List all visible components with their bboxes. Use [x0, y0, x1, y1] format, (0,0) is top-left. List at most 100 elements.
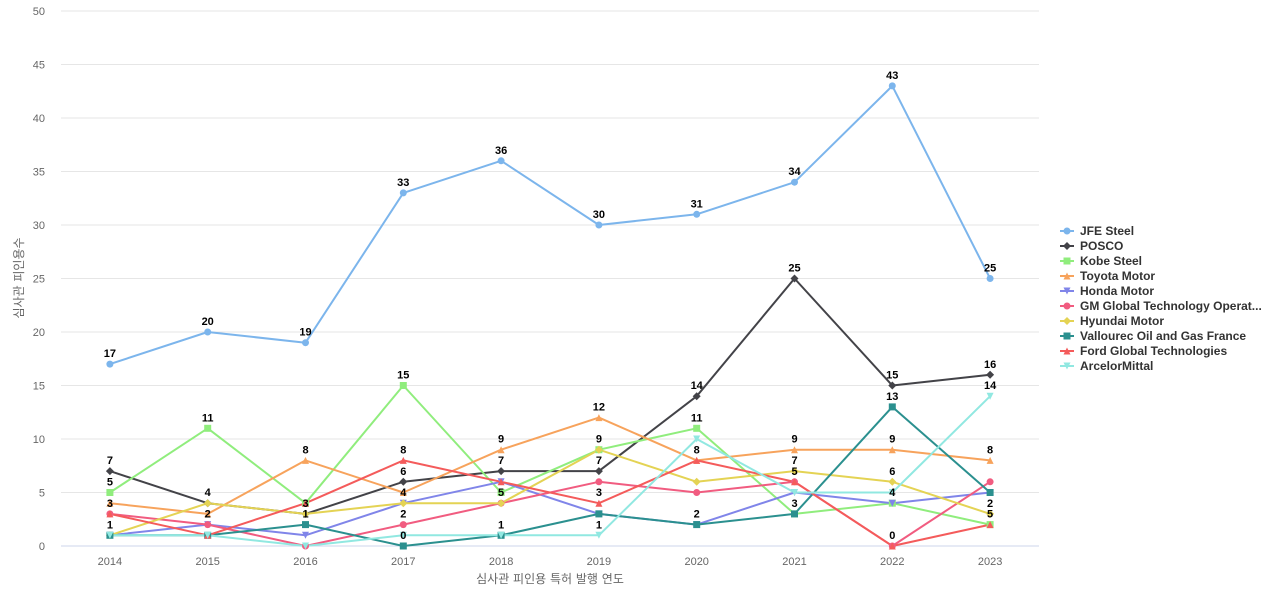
- data-label: 8: [400, 444, 406, 456]
- data-label: 5: [107, 477, 113, 489]
- legend-label: GM Global Technology Operat...: [1080, 299, 1262, 313]
- data-label: 14: [984, 380, 997, 392]
- data-label: 5: [987, 509, 993, 521]
- data-point-honda-motor: [888, 499, 896, 507]
- data-label: 0: [400, 530, 406, 542]
- x-tick-label: 2020: [684, 556, 708, 568]
- data-point-hyundai-motor: [497, 499, 506, 508]
- legend-label: ArcelorMittal: [1080, 359, 1153, 373]
- data-point-posco: [399, 477, 408, 486]
- data-label: 33: [397, 177, 409, 189]
- legend-item-vallourec-oil-and-gas-france[interactable]: Vallourec Oil and Gas France: [1060, 329, 1246, 343]
- data-label: 25: [788, 263, 800, 275]
- data-point-kobe-steel: [106, 489, 114, 496]
- legend-marker: [1063, 227, 1071, 235]
- data-point-toyota-motor: [399, 489, 407, 496]
- data-point-gm-global-technology-operat: [204, 521, 212, 529]
- data-point-toyota-motor: [106, 499, 114, 507]
- x-tick-label: 2014: [98, 556, 122, 568]
- data-label: 11: [691, 412, 703, 424]
- data-point-jfe-steel: [204, 328, 212, 336]
- data-label: 2: [987, 498, 993, 510]
- data-point-gm-global-technology-operat: [399, 521, 407, 529]
- data-label: 7: [107, 455, 113, 467]
- data-point-jfe-steel: [986, 275, 994, 282]
- data-point-ford-global-technologies: [693, 456, 701, 464]
- data-point-kobe-steel: [204, 424, 212, 432]
- data-label: 30: [593, 209, 605, 221]
- series-line-honda-motor: [109, 480, 991, 537]
- data-point-jfe-steel: [302, 339, 309, 347]
- data-point-arcelormittal: [595, 531, 603, 539]
- data-point-hyundai-motor: [888, 477, 897, 486]
- legend-label: Ford Global Technologies: [1080, 344, 1227, 358]
- data-label: 6: [889, 466, 895, 478]
- data-point-ford-global-technologies: [888, 542, 896, 550]
- data-label: 3: [107, 498, 113, 510]
- data-point-hyundai-motor: [986, 509, 995, 518]
- legend-item-gm-global-technology-operat[interactable]: GM Global Technology Operat...: [1060, 299, 1262, 313]
- data-label: 7: [498, 455, 504, 467]
- legend-marker: [1063, 272, 1071, 280]
- data-point-hyundai-motor: [399, 499, 408, 508]
- data-point-toyota-motor: [791, 446, 798, 454]
- y-tick-label: 35: [33, 167, 45, 179]
- legend-label: Toyota Motor: [1080, 269, 1155, 283]
- legend-marker: [1063, 242, 1071, 250]
- data-label: 11: [202, 412, 214, 424]
- legend-item-jfe-steel[interactable]: JFE Steel: [1060, 224, 1134, 238]
- x-axis-title: 심사관 피인용 특허 발행 연도: [476, 571, 624, 586]
- data-label: 15: [397, 370, 409, 382]
- data-point-ford-global-technologies: [595, 499, 603, 507]
- legend-item-honda-motor[interactable]: Honda Motor: [1060, 284, 1154, 298]
- legend-label: POSCO: [1080, 239, 1123, 253]
- data-label: 9: [791, 434, 797, 446]
- data-label: 3: [302, 498, 308, 510]
- data-point-jfe-steel: [106, 360, 114, 368]
- x-tick-label: 2016: [293, 556, 317, 568]
- legend-marker: [1063, 332, 1071, 340]
- data-point-gm-global-technology-operat: [986, 478, 994, 486]
- data-point-toyota-motor: [302, 456, 309, 464]
- data-point-posco: [105, 467, 114, 476]
- data-point-jfe-steel: [791, 178, 798, 186]
- data-label: 0: [889, 530, 895, 542]
- data-point-posco: [497, 467, 506, 476]
- legend-label: Kobe Steel: [1080, 254, 1142, 268]
- legend-item-kobe-steel[interactable]: Kobe Steel: [1060, 254, 1142, 268]
- data-label: 7: [596, 455, 602, 467]
- series-line-vallourec-oil-and-gas-france: [109, 405, 991, 547]
- data-point-arcelormittal: [888, 489, 896, 496]
- legend-item-hyundai-motor[interactable]: Hyundai Motor: [1060, 314, 1164, 328]
- data-point-posco: [888, 381, 897, 390]
- data-point-ford-global-technologies: [791, 478, 798, 486]
- data-point-vallourec-oil-and-gas-france: [791, 510, 798, 518]
- data-point-vallourec-oil-and-gas-france: [302, 521, 309, 529]
- x-axis-ticks: 2014 2015 2016 2017 2018 2019 2020 2021 2022 2023: [98, 556, 1003, 568]
- data-point-arcelormittal: [791, 489, 798, 496]
- y-tick-label: 25: [33, 274, 45, 286]
- data-point-toyota-motor: [497, 446, 505, 454]
- data-point-vallourec-oil-and-gas-france: [888, 403, 896, 411]
- data-label: 31: [691, 198, 703, 210]
- data-point-arcelormittal: [693, 435, 701, 443]
- legend-label: Vallourec Oil and Gas France: [1080, 329, 1246, 343]
- y-tick-label: 20: [33, 327, 45, 339]
- data-point-arcelormittal: [986, 392, 994, 400]
- legend-item-posco[interactable]: POSCO: [1060, 239, 1123, 253]
- data-point-jfe-steel: [693, 210, 701, 218]
- data-label: 13: [886, 391, 898, 403]
- data-label: 2: [694, 509, 700, 521]
- data-point-gm-global-technology-operat: [693, 489, 701, 496]
- data-point-vallourec-oil-and-gas-france: [986, 489, 994, 496]
- x-tick-label: 2022: [880, 556, 904, 568]
- data-point-ford-global-technologies: [106, 510, 114, 518]
- legend-item-ford-global-technologies[interactable]: Ford Global Technologies: [1060, 344, 1227, 358]
- data-point-arcelormittal: [302, 542, 309, 550]
- data-label: 1: [107, 519, 113, 531]
- legend-item-toyota-motor[interactable]: Toyota Motor: [1060, 269, 1155, 283]
- legend-item-arcelormittal[interactable]: ArcelorMittal: [1060, 359, 1153, 373]
